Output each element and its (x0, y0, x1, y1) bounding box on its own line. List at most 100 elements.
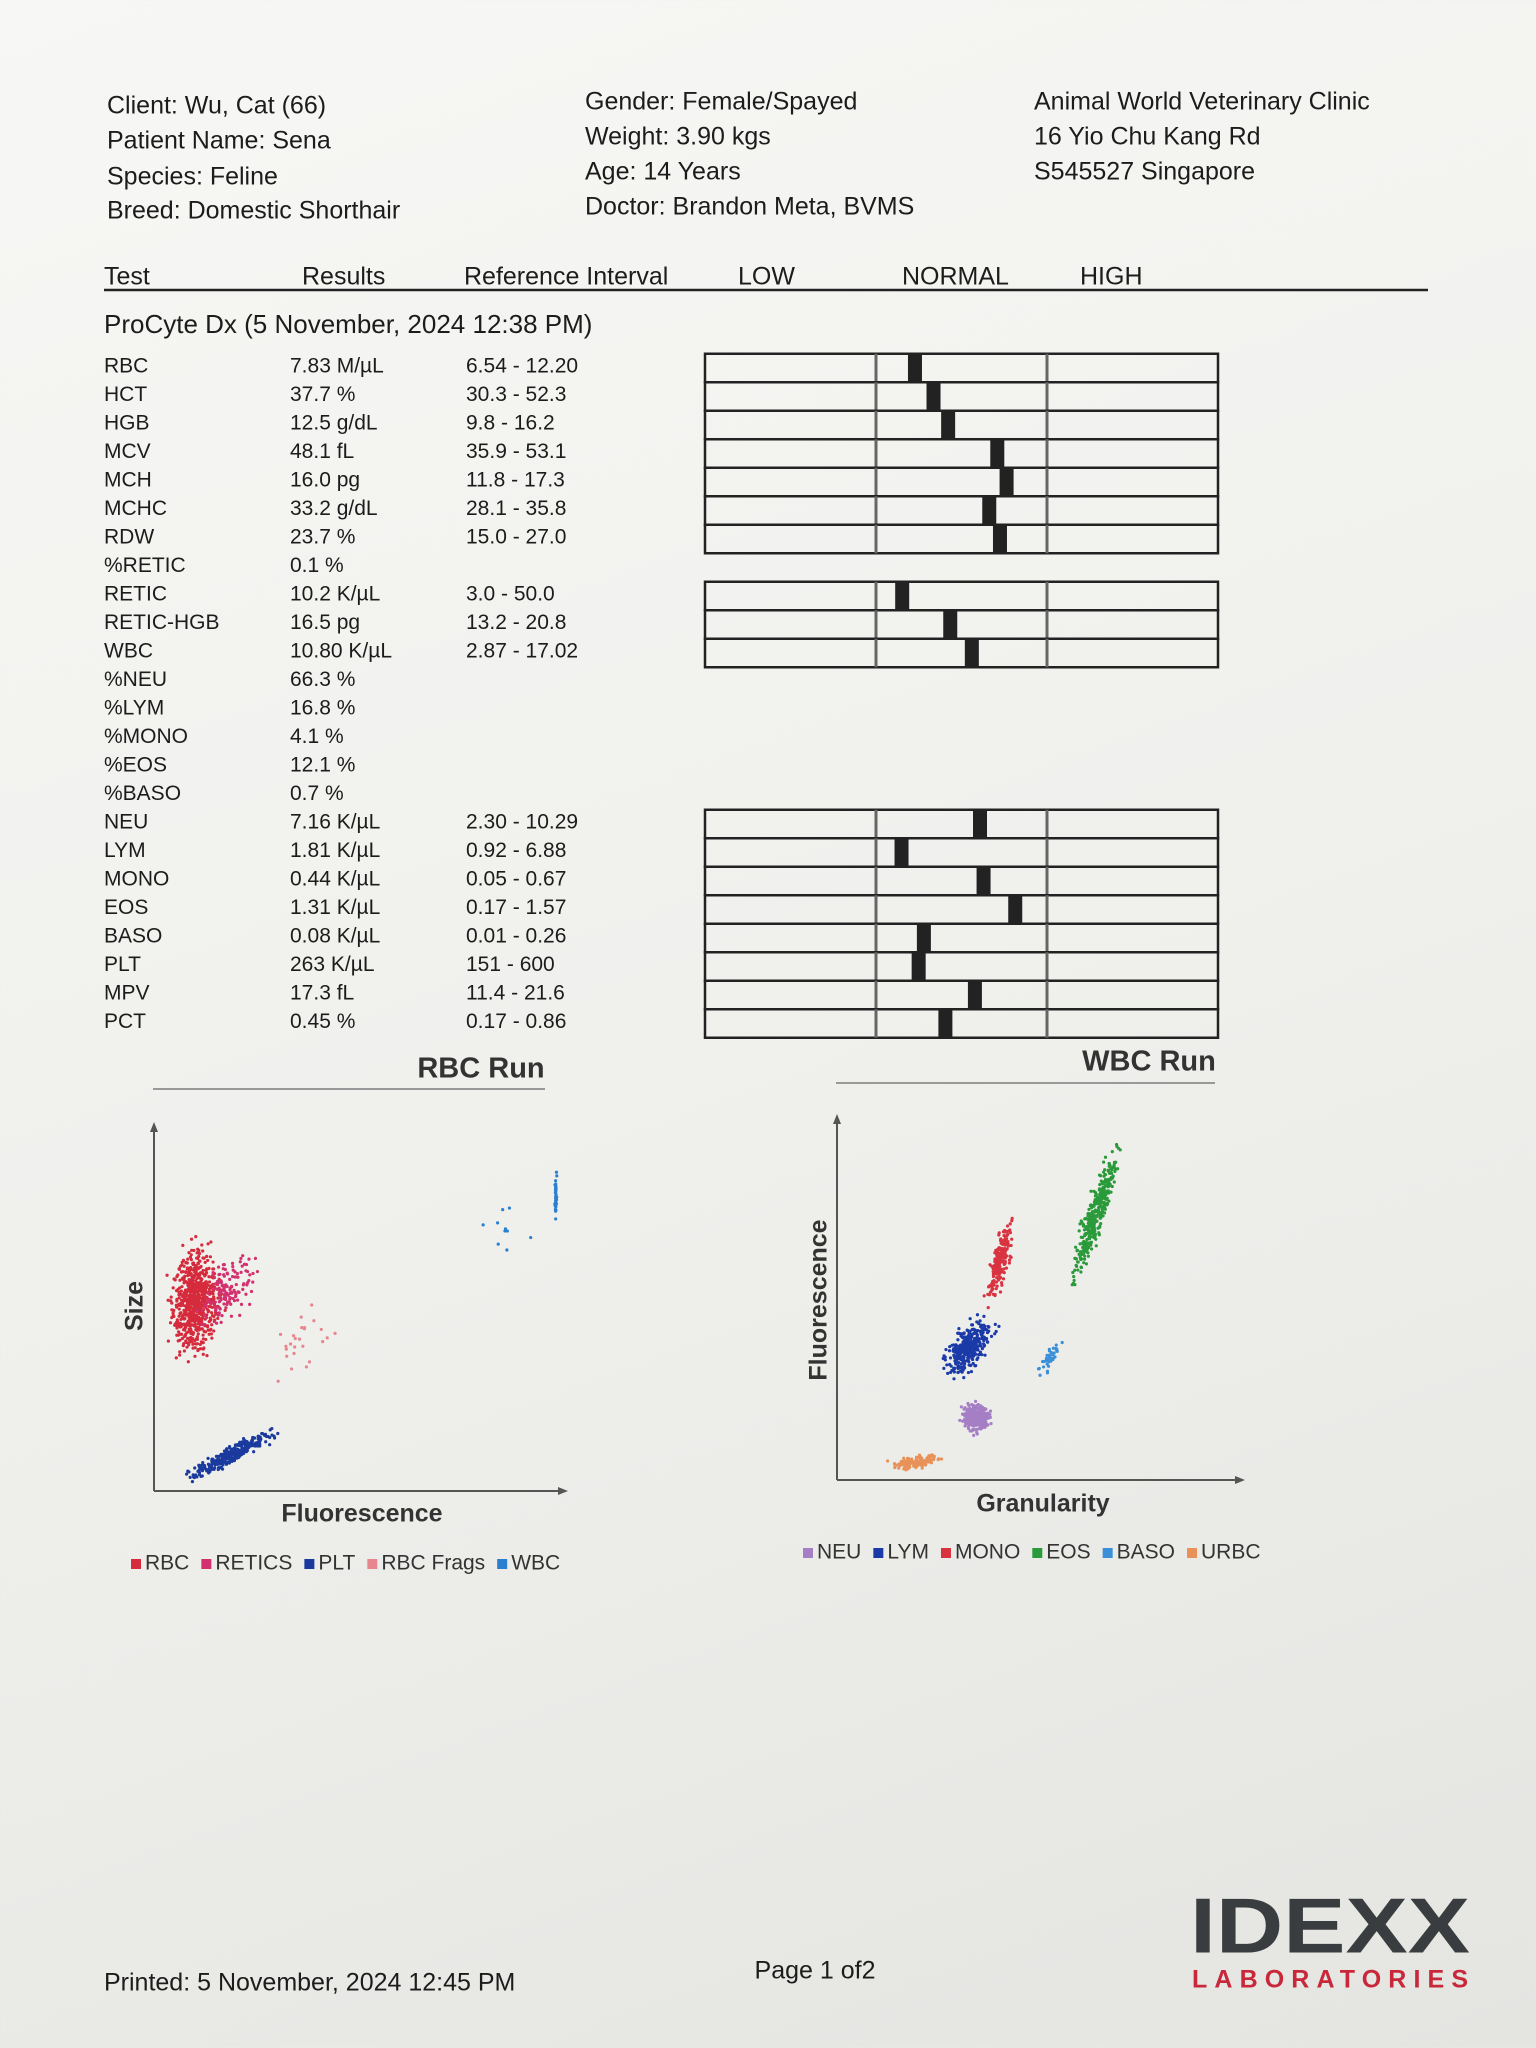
scatter-dot (967, 1331, 971, 1335)
scatter-dot (1080, 1221, 1084, 1225)
scatter-dot (986, 1292, 990, 1296)
scatter-dot (970, 1417, 974, 1421)
scatter-dot (192, 1275, 196, 1279)
scatter-dot (239, 1256, 243, 1261)
scatter-dot (954, 1355, 959, 1359)
scatter-dot (191, 1261, 196, 1265)
scatter-dot (1075, 1248, 1080, 1252)
rbc-x-label: Fluorescence (281, 1500, 442, 1528)
scatter-dot (1083, 1225, 1088, 1229)
gauge-row (703, 495, 1220, 526)
scatter-dot (212, 1329, 216, 1333)
scatter-dot (241, 1436, 246, 1441)
scatter-dot (967, 1363, 971, 1367)
gauge-marker (964, 638, 979, 668)
scatter-dot (200, 1318, 204, 1322)
scatter-dot (971, 1361, 975, 1366)
scatter-dot (189, 1283, 193, 1287)
scatter-dot (189, 1331, 193, 1336)
scatter-dot (898, 1464, 902, 1468)
scatter-dot (264, 1434, 269, 1439)
gauge-marker (895, 581, 910, 611)
scatter-dot (981, 1414, 985, 1418)
scatter-dot (979, 1426, 984, 1431)
scatter-dot (554, 1217, 558, 1221)
scatter-dot (229, 1451, 233, 1455)
scatter-dot (195, 1475, 199, 1479)
scatter-dot (1102, 1160, 1106, 1164)
scatter-dot (207, 1275, 211, 1279)
scatter-dot (196, 1262, 200, 1266)
scatter-dot (965, 1421, 969, 1425)
scatter-dot (555, 1174, 559, 1178)
scatter-dot (276, 1431, 280, 1436)
scatter-dot (184, 1298, 189, 1302)
scatter-dot (985, 1336, 989, 1341)
scatter-dot (218, 1288, 223, 1292)
scatter-dot (961, 1419, 965, 1423)
scatter-dot (942, 1366, 946, 1370)
test-name: HGB (104, 412, 150, 435)
scatter-dot (997, 1324, 1001, 1328)
scatter-dot (990, 1281, 994, 1286)
scatter-dot (177, 1330, 181, 1334)
scatter-dot (1082, 1261, 1086, 1265)
scatter-dot (302, 1327, 307, 1331)
scatter-dot (276, 1379, 280, 1383)
scatter-dot (223, 1308, 227, 1312)
scatter-dot (197, 1302, 201, 1306)
scatter-dot (196, 1284, 200, 1288)
scatter-dot (970, 1327, 974, 1332)
result: 10.2 K/µL (290, 583, 380, 606)
scatter-dot (970, 1352, 975, 1356)
scatter-dot (293, 1345, 297, 1349)
scatter-dot (1086, 1211, 1091, 1216)
scatter-dot (1103, 1177, 1108, 1182)
scatter-dot (333, 1331, 337, 1335)
scatter-dot (1001, 1277, 1006, 1281)
scatter-dot (1000, 1269, 1004, 1274)
scatter-dot (501, 1208, 505, 1212)
scatter-dot (192, 1475, 196, 1480)
scatter-dot (999, 1281, 1004, 1285)
scatter-dot (989, 1422, 993, 1426)
scatter-dot (948, 1356, 953, 1360)
scatter-dot (995, 1263, 999, 1267)
scatter-dot (972, 1428, 976, 1432)
scatter-dot (211, 1260, 215, 1264)
scatter-dot (185, 1289, 189, 1293)
result: 16.5 pg (290, 611, 360, 634)
arrow (558, 1487, 568, 1495)
scatter-dot (200, 1327, 204, 1331)
scatter-dot (231, 1268, 235, 1272)
scatter-dot (1092, 1224, 1096, 1228)
result: 263 K/µL (290, 953, 375, 976)
scatter-dot (987, 1284, 992, 1288)
scatter-dot (972, 1424, 976, 1428)
scatter-dot (496, 1221, 500, 1225)
clinic: Animal World Veterinary Clinic (1034, 88, 1370, 116)
scatter-dot (297, 1337, 302, 1341)
scatter-dot (916, 1460, 920, 1465)
scatter-dot (970, 1403, 974, 1407)
scatter-dot (505, 1229, 509, 1233)
scatter-dot (166, 1298, 170, 1302)
reference-interval: 28.1 - 35.8 (466, 497, 566, 520)
scatter-dot (1052, 1351, 1056, 1355)
gauge-marker (894, 838, 909, 867)
age: Age: 14 Years (585, 158, 741, 186)
wbc-title: WBC Run (1082, 1046, 1216, 1078)
result: 7.83 M/µL (290, 355, 384, 378)
scatter-dot (1103, 1155, 1108, 1159)
scatter-dot (1083, 1217, 1087, 1221)
scatter-dot (1073, 1268, 1077, 1272)
scatter-dot (218, 1272, 222, 1276)
scatter-dot (176, 1287, 180, 1292)
gauge-row (703, 979, 1220, 1011)
scatter-dot (186, 1360, 190, 1364)
scatter-dot (1093, 1208, 1097, 1212)
scatter-dot (1099, 1191, 1103, 1196)
scatter-dot (974, 1342, 978, 1346)
scatter-dot (1102, 1200, 1106, 1204)
test-name: MONO (104, 868, 169, 891)
